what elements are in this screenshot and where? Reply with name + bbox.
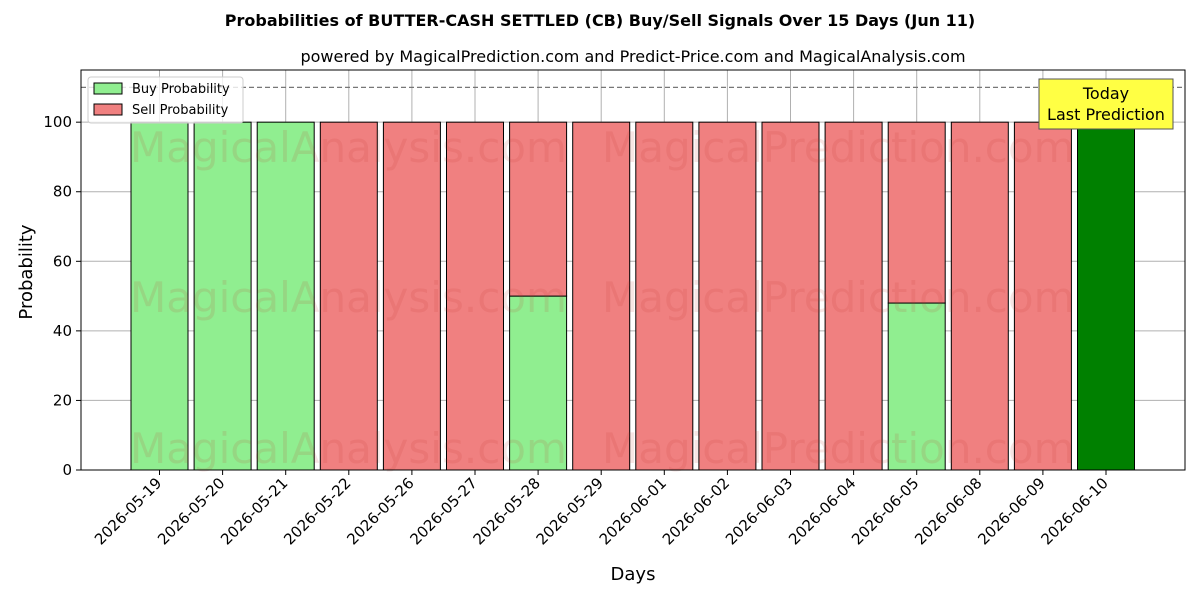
legend-swatch <box>93 82 123 95</box>
legend-label: Buy Probability <box>132 82 230 97</box>
today-label: Today <box>1082 84 1129 103</box>
x-tick-label: 2026-06-03 <box>722 474 796 548</box>
y-tick-label: 0 <box>62 461 72 479</box>
x-tick-label: 2026-06-10 <box>1037 474 1111 548</box>
bar-buy-2026-06-05 <box>887 302 946 471</box>
y-tick-label: 20 <box>53 391 72 409</box>
legend: Buy Probability Sell Probability <box>87 76 244 124</box>
last-prediction-label: Last Prediction <box>1047 105 1165 124</box>
legend-box <box>87 76 244 124</box>
watermark-text: MagicalAnalysis.com <box>130 123 567 172</box>
bar-sell-2026-06-05 <box>887 121 946 304</box>
chart-subtitle: powered by MagicalPrediction.com and Pre… <box>300 47 965 66</box>
x-tick-label: 2026-05-29 <box>533 474 607 548</box>
bar-buy-2026-05-28 <box>509 295 568 471</box>
y-tick-label: 80 <box>53 183 72 201</box>
x-tick-label: 2026-05-28 <box>470 474 544 548</box>
watermark-text: MagicalPrediction.com <box>602 424 1075 473</box>
watermark-text: MagicalAnalysis.com <box>130 273 567 322</box>
bar-sell-2026-05-28 <box>509 121 568 297</box>
y-axis-label: Probability <box>16 224 37 319</box>
x-tick-label: 2026-05-21 <box>217 474 291 548</box>
bar-sell-2026-06-01 <box>635 121 694 471</box>
x-tick-label: 2026-05-26 <box>343 474 417 548</box>
bar-sell-2026-06-04 <box>824 121 883 471</box>
bar-buy-2026-06-10 <box>1077 121 1135 471</box>
today-box <box>1038 78 1174 130</box>
watermark-text: MagicalAnalysis.com <box>130 424 567 473</box>
bar-sell-2026-05-26 <box>382 121 441 471</box>
x-tick-label: 2026-06-01 <box>596 474 670 548</box>
x-axis-label: Days <box>611 564 656 585</box>
legend-label: Sell Probability <box>132 103 229 118</box>
y-tick-label: 40 <box>53 322 72 340</box>
legend-swatch <box>93 103 123 116</box>
watermark-text: MagicalPrediction.com <box>602 123 1075 172</box>
y-tick-label: 100 <box>43 113 72 131</box>
x-tick-label: 2026-05-20 <box>154 474 228 548</box>
bar-sell-2026-06-02 <box>698 121 757 471</box>
x-tick-label: 2026-06-08 <box>911 474 985 548</box>
today-annotation: Today Last Prediction <box>1038 78 1174 130</box>
x-tick-label: 2026-05-27 <box>406 474 480 548</box>
y-tick-label: 60 <box>53 252 72 270</box>
watermarks: MagicalAnalysis.com MagicalPrediction.com… <box>130 123 1075 473</box>
bar-sell-2026-05-29 <box>572 121 631 471</box>
bars <box>81 86 1185 471</box>
plot-frame <box>80 69 1186 471</box>
x-tick-label: 2026-06-09 <box>974 474 1048 548</box>
bar-sell-2026-06-03 <box>761 121 820 471</box>
x-tick-label: 2026-06-02 <box>659 474 733 548</box>
x-tick-label: 2026-05-19 <box>91 474 165 548</box>
bar-sell-2026-06-08 <box>950 121 1009 471</box>
bar-buy-2026-05-21 <box>256 121 315 471</box>
chart-title: Probabilities of BUTTER-CASH SETTLED (CB… <box>225 11 976 30</box>
x-tick-label: 2026-06-04 <box>785 474 859 548</box>
bar-sell-2026-05-27 <box>446 121 504 471</box>
bar-sell-2026-05-22 <box>319 121 378 471</box>
bar-sell-2026-06-09 <box>1013 121 1072 471</box>
x-tick-label: 2026-06-05 <box>848 474 922 548</box>
watermark-text: MagicalPrediction.com <box>602 273 1075 322</box>
x-tick-label: 2026-05-22 <box>280 474 354 548</box>
